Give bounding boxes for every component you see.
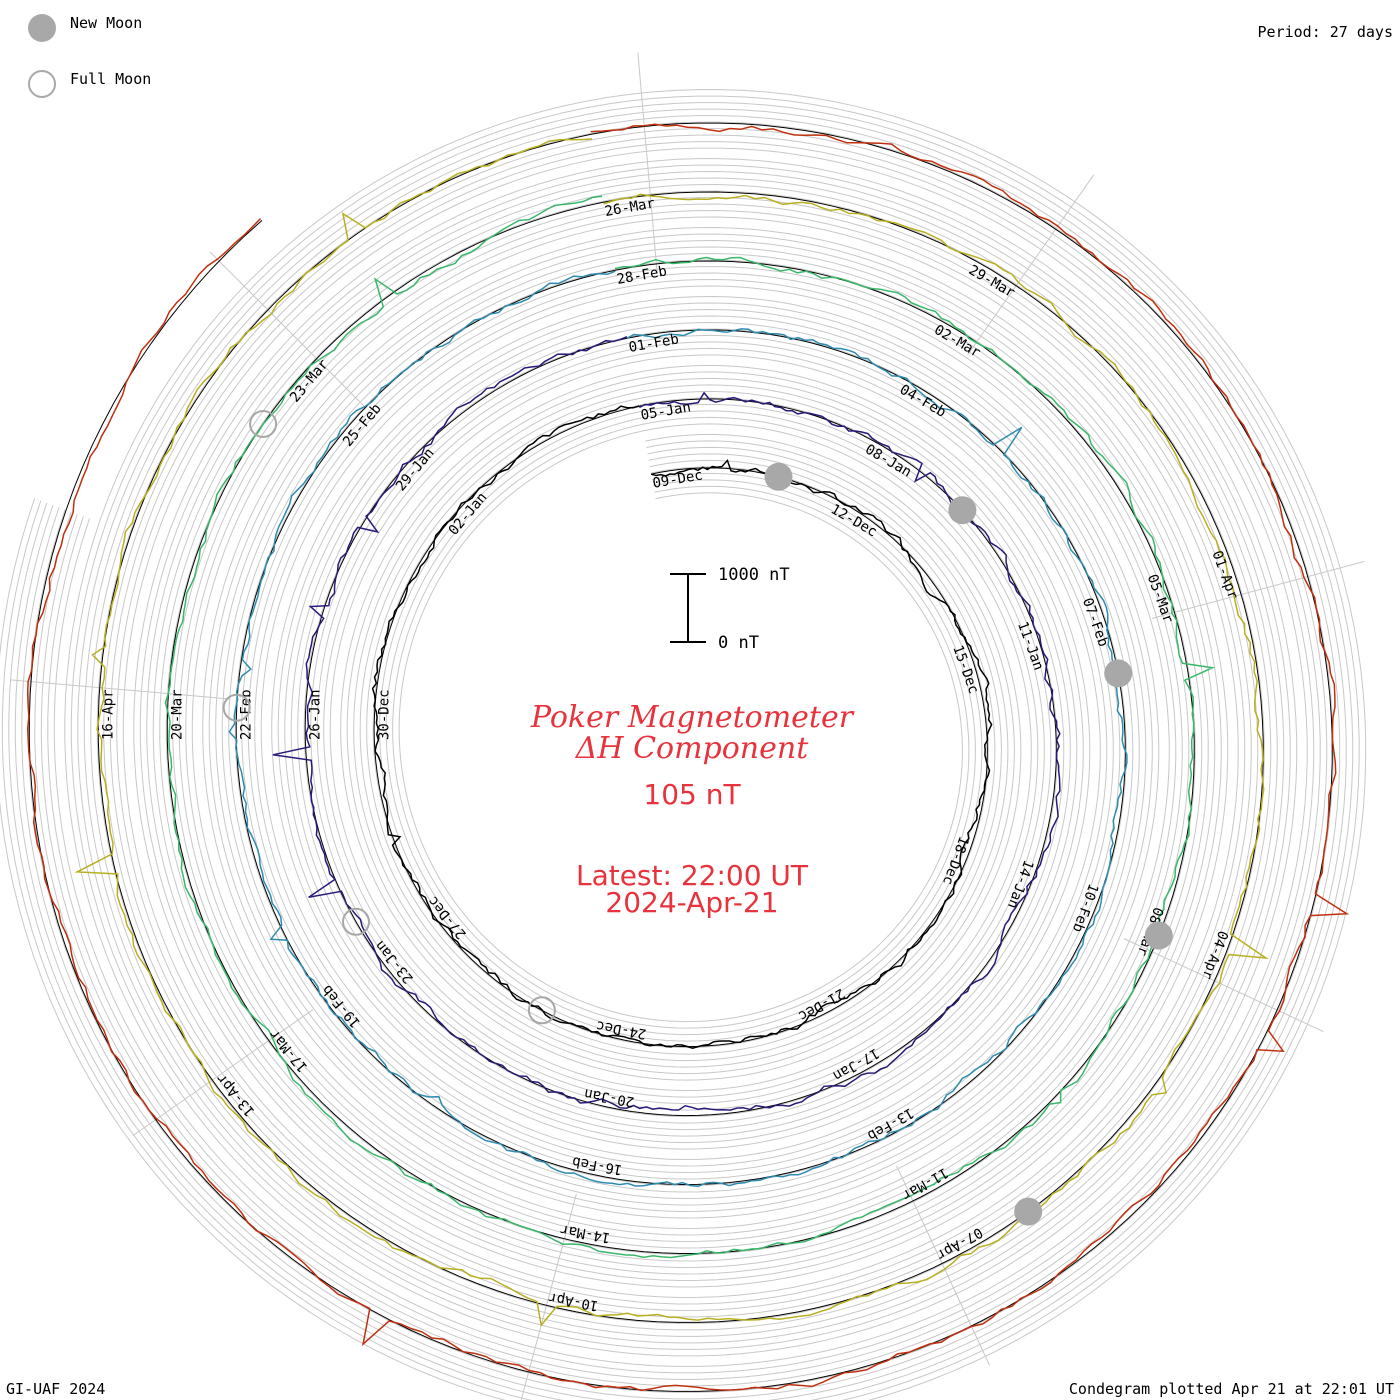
trace-lap-6 [26,123,1350,1392]
footer-credit: GI-UAF 2024 [6,1380,105,1398]
trace-lap-5 [74,138,1269,1327]
full-moon-marker [342,907,370,936]
date-label: 30-Dec [376,689,392,740]
grid-spiral [8,102,1354,1400]
date-label: 21-Dec [795,985,847,1024]
trace-lap-3 [228,270,1128,1188]
date-label: 22-Feb [238,689,254,740]
trace-lap-1 [371,405,993,1049]
full-moon-marker [222,693,251,722]
grid-spoke [209,251,367,409]
new-moon-marker [1144,921,1173,950]
grid-spoke [1151,560,1365,619]
latest-date: 2024-Apr-21 [605,886,778,919]
grid-spiral [1,95,1360,1400]
grid-spiral [14,108,1347,1400]
current-value: 105 nT [643,778,741,811]
scale-bar: 1000 nT 0 nT [670,565,790,653]
scale-bottom-label: 0 nT [718,633,759,653]
moon-markers [222,410,1173,1226]
full-moon-marker [249,410,278,438]
new-moon-marker [948,496,977,525]
date-label: 29-Jan [393,445,438,494]
data-traces [26,123,1350,1392]
new-moon-marker [1014,1197,1043,1226]
new-moon-legend-label: New Moon [70,14,142,32]
scale-top-label: 1000 nT [718,565,790,585]
grid-spiral [34,128,1328,1387]
full-moon-legend-label: Full Moon [70,70,151,88]
new-moon-marker [1104,659,1133,688]
chart-title-line1: Poker Magnetometer [530,700,855,735]
new-moon-legend-icon [28,14,56,42]
full-moon-marker [527,996,556,1025]
grid-spoke [637,52,658,272]
grid-spoke [132,1009,314,1137]
grid-spiral [53,147,1308,1367]
date-label: 26-Jan [307,689,323,740]
date-label: 16-Apr [100,689,116,740]
grid-spiral [47,141,1315,1374]
trace-lap-4 [164,195,1216,1259]
date-label: 02-Jan [446,490,491,539]
new-moon-marker [764,462,793,491]
grid-spoke [967,174,1095,356]
footer-plotted: Condegram plotted Apr 21 at 22:01 UT [1069,1380,1394,1398]
grid-spiral [40,134,1321,1380]
grid-spiral [0,89,1367,1400]
grid-spoke [10,679,230,700]
date-label: 17-Jan [830,1045,882,1084]
full-moon-legend-icon [28,70,56,98]
date-label: 20-Mar [169,689,185,740]
grid-spoke [896,1165,991,1366]
grid-spoke [1123,938,1324,1033]
grid-spiral [21,115,1341,1400]
chart-title-line2: ΔH Component [575,731,809,766]
date-label: 23-Mar [287,357,332,406]
latest-time: Latest: 22:00 UT [576,859,809,892]
period-label: Period: 27 days [1258,23,1393,41]
